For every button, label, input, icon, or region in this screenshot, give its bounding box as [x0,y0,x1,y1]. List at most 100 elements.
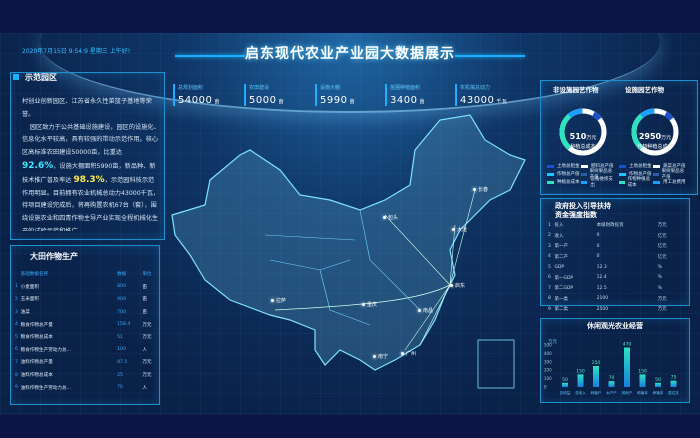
china-map[interactable] [170,110,530,390]
city-label[interactable]: 大连 [452,226,467,233]
city-label[interactable]: 长春 [473,186,488,193]
crops-panel [10,245,160,405]
intro-title: 示范园区 [25,73,57,82]
table-row: 5 粮食作物总成本 51 万元 [15,331,160,344]
stat-card: 总规划面积 54000 亩 [173,84,220,106]
stat-value: 54000 [178,95,213,106]
city-label[interactable]: 拉萨 [271,297,286,304]
table-cell: % [657,264,662,270]
bar [624,347,630,387]
donut-chart [559,108,607,156]
bar-value-label: 50 [655,377,661,383]
title-decoration-left [175,55,245,57]
legend-item: 果树果品总产值 [653,169,687,180]
table-cell: 1 [15,284,18,290]
y-tick-label: 100 [544,376,552,381]
table-cell: 小麦面积 [20,284,40,290]
table-cell: 51 [117,334,123,340]
city-label[interactable]: 包头 [383,214,398,221]
legend-item: 设备维修支出 [581,177,615,188]
stat-unit: 亩 [214,99,220,105]
table-cell: 万元 [142,335,152,341]
donut-value: 510 [569,132,587,141]
table-cell: 7 [15,359,18,365]
stat-card: 设施大棚 5990 亩 [315,84,355,106]
bar-value-label: 70 [609,375,615,381]
stat-value: 5000 [249,95,277,106]
stat-value: 3400 [390,95,418,106]
table-cell: 油菜 [20,310,30,316]
table-cell: 25 [117,372,123,378]
table-cell: 3 [15,309,18,315]
table-cell: 4 [548,254,551,260]
table-cell: 2 [15,296,18,302]
table-row: 4 粮食作物总产量 158.4 万元 [15,318,160,331]
legend-item: 肥料总产值 [581,162,615,170]
crops-title: 大田作物生产 [30,252,78,261]
bar-value-label: 470 [623,342,632,348]
table-cell: 7 [548,285,551,291]
table-cell: 5 [548,264,551,270]
table-cell: 油料作物总成本 [20,373,53,379]
route-lines [384,189,476,351]
x-tick-label: 总收益 [560,390,571,395]
x-tick-label: 居住支 [668,390,679,395]
table-cell: 12.3 [596,264,607,270]
legend-item: 种植总成本 [547,178,581,186]
city-label[interactable]: 启东 [450,282,465,289]
city-label[interactable]: 南昌 [418,307,433,314]
table-cell: 万元 [142,373,152,379]
page-title: 启东现代农业产业园大数据展示 [245,46,455,62]
stat-card: 苗圃种植面积 3400 亩 [385,84,425,106]
top-band [0,0,700,33]
province-borders [264,209,421,326]
table-cell: 第二GDP [554,286,574,292]
city-label[interactable]: 南宁 [373,353,388,360]
donut-caption: 种植总成本 [570,144,596,150]
legend-item: 作物总产值 [547,170,581,178]
stat-label: 农田建设 [249,85,270,91]
gov-subtitle: 资金强度指数 [555,211,597,219]
y-tick-label: 200 [544,368,552,373]
table-row: 8 第一类 2100 万元 [548,294,678,305]
table-cell: 8 [548,296,551,302]
datetime: 2020年7月15日 9:54:9 星期三 上午好! [22,48,131,55]
table-cell: 9 [548,306,551,312]
x-tick-label: 水产产 [606,390,617,395]
table-cell: 158.4 [117,322,131,328]
x-tick-label: 总收入 [575,390,586,395]
table-cell: 第一类 [554,296,568,302]
table-cell: 万元 [657,307,667,313]
table-cell: 0 [596,254,600,260]
col-header: 单位 [142,272,152,278]
legend-item: 用工总费用 [653,178,687,186]
table-cell: % [657,275,662,281]
horticulture-panel [540,80,698,195]
table-row: 1 小麦面积 800 亩 [15,281,160,294]
y-axis-label: 万元 [548,339,557,345]
table-cell: 亿元 [657,254,667,260]
table-cell: 粮食作物生产劳动力总... [20,347,71,353]
table-cell: 第一产 [554,244,568,250]
table-cell: 9 [15,385,18,391]
donut-legend: 土地总租金 肥料总产值 作物总产值 果树果品总产值 种植总成本 设备维修支出 [547,162,615,188]
table-row: 3 油菜 700 亩 [15,306,160,319]
table-cell: 油料作物生产劳动力总... [20,385,71,391]
y-tick-label: 500 [544,343,552,348]
donut-legend: 土地总租金 蔬菜总产值 作物总产值 果树果品总产值 作物种植总成本 用工总费用 [619,162,687,188]
stat-value: 43000 [460,95,495,106]
city-label[interactable]: 广州 [401,350,416,357]
table-cell: 12.5 [596,285,607,291]
stat-card: 农田建设 5000 亩 [244,84,284,106]
city-label[interactable]: 重庆 [362,301,377,308]
donut-segment [631,108,679,156]
pct-adoption: 98.3% [73,174,105,185]
intro-text: 村创业创新园区、江苏省永久性菜篮子基地等荣誉。 园区致力于公共基础设施建设，园区… [22,98,160,231]
stat-unit: 亩 [278,99,284,105]
table-cell: 万元 [142,360,152,366]
legend-item: 蔬菜总产值 [653,162,687,170]
y-tick-label: 400 [544,351,552,356]
x-tick-label: 种植本 [637,390,648,395]
table-cell: 2 [548,233,551,239]
